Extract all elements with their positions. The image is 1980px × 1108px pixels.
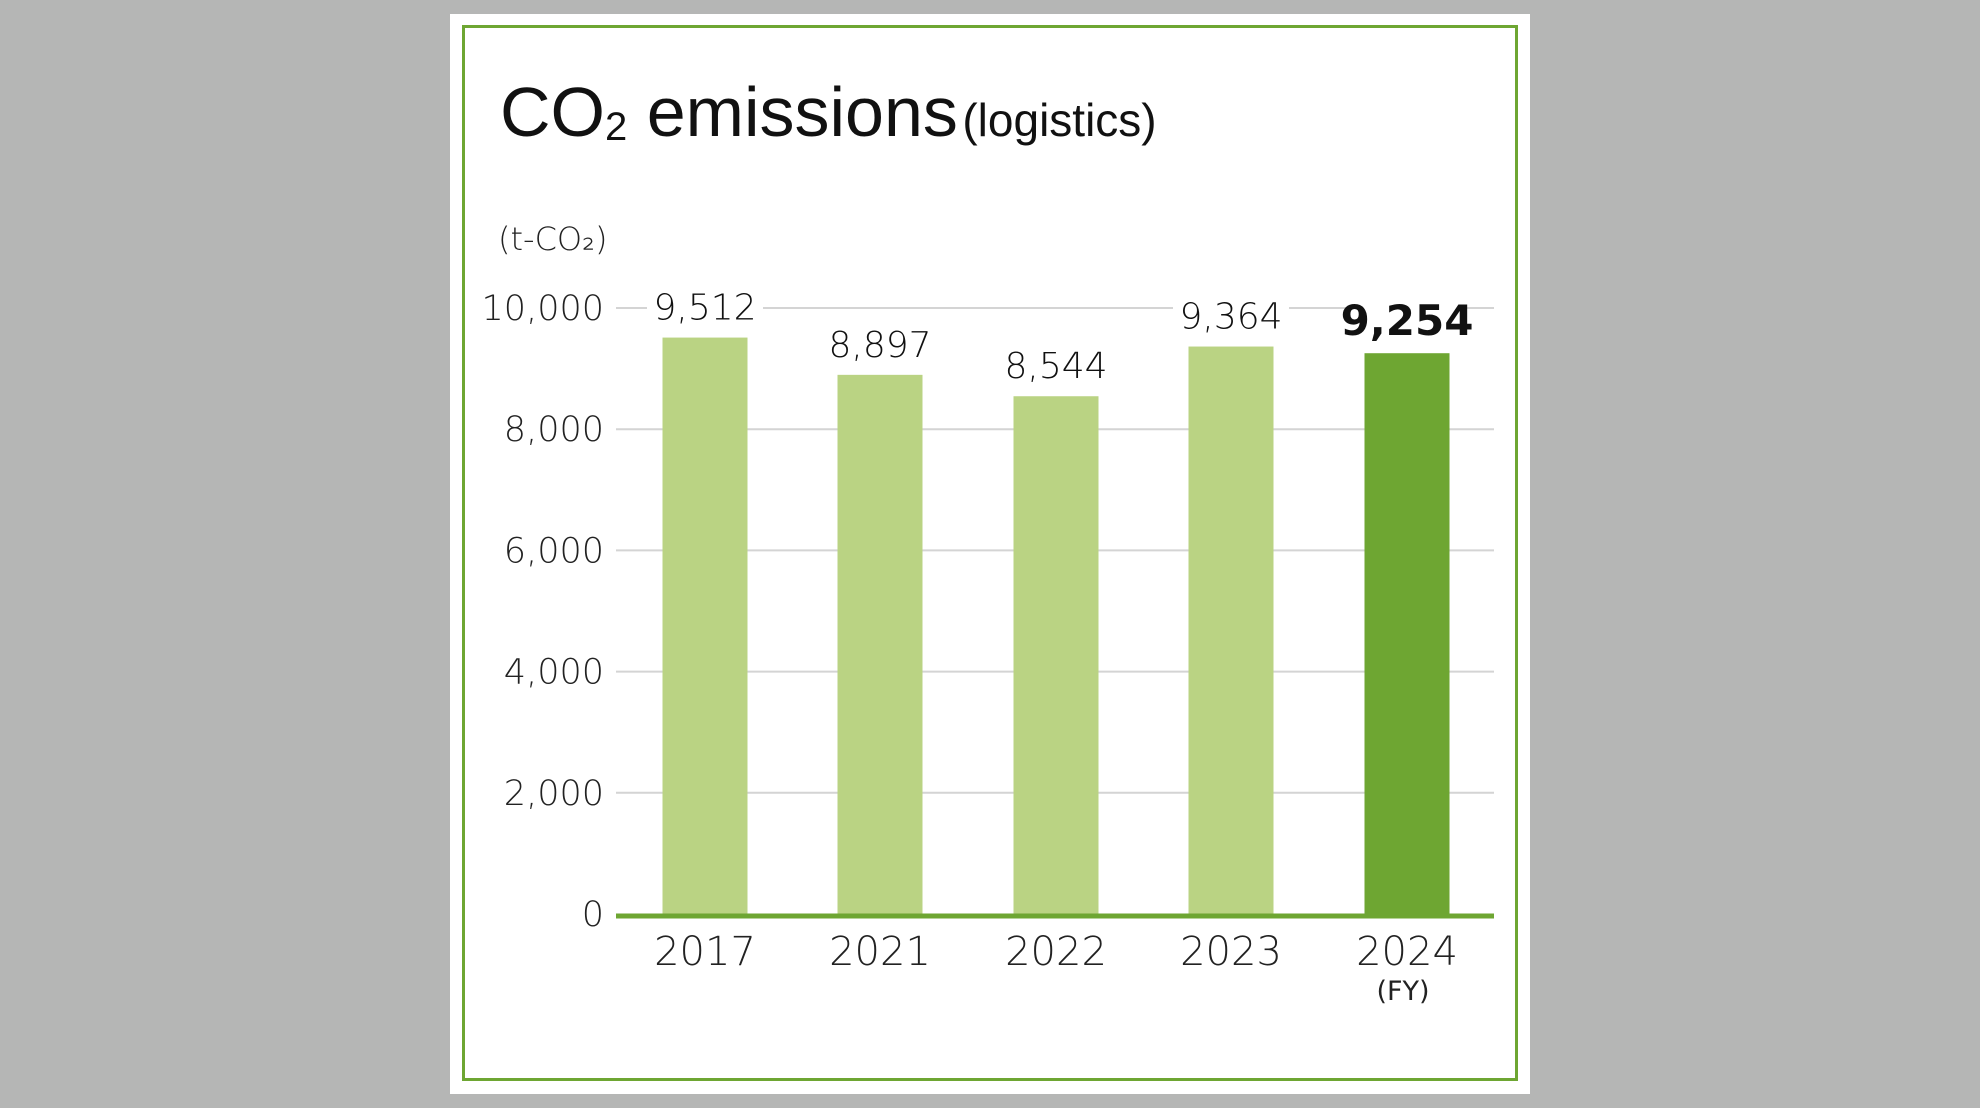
y-tick-label: 2,000	[504, 774, 604, 814]
bar-2021	[837, 374, 923, 914]
bar-2024	[1364, 353, 1450, 914]
x-tick-label: 2024	[1356, 929, 1458, 975]
value-label-bg	[998, 342, 1114, 387]
value-label-2023: 9,364	[1179, 297, 1282, 338]
value-label-2022: 8,544	[1004, 346, 1107, 387]
x-tick-label: 2023	[1180, 929, 1282, 975]
chart-title: CO2 emissions (logistics)	[500, 72, 1157, 152]
y-tick-label: 4,000	[504, 653, 604, 693]
bar-2017	[662, 337, 748, 914]
value-label-bg	[647, 283, 763, 328]
value-label-2024: 9,254	[1341, 296, 1474, 345]
value-label-2021: 8,897	[828, 325, 931, 366]
value-label-bg	[1173, 292, 1289, 337]
value-label-2017: 9,512	[653, 288, 756, 329]
value-label-bg	[822, 320, 938, 365]
y-tick-label: 10,000	[482, 289, 604, 329]
x-tick-label: 2021	[829, 929, 931, 975]
value-label-bg	[1349, 299, 1465, 344]
x-tick-label: 2017	[654, 929, 756, 975]
title-qualifier: (logistics)	[962, 94, 1157, 146]
y-tick-label: 6,000	[504, 531, 604, 571]
x-axis-suffix: (FY)	[1376, 976, 1429, 1007]
bar-2023	[1188, 346, 1274, 914]
x-tick-label: 2022	[1005, 929, 1107, 975]
title-rest: emissions	[627, 73, 958, 151]
chart-frame	[462, 25, 1518, 1081]
title-co: CO	[500, 73, 605, 151]
y-tick-label: 8,000	[504, 410, 604, 450]
y-tick-label: 0	[582, 895, 604, 935]
title-subscript: 2	[605, 105, 628, 150]
y-axis-unit: (t-CO₂)	[498, 220, 608, 258]
bar-2022	[1013, 396, 1099, 914]
